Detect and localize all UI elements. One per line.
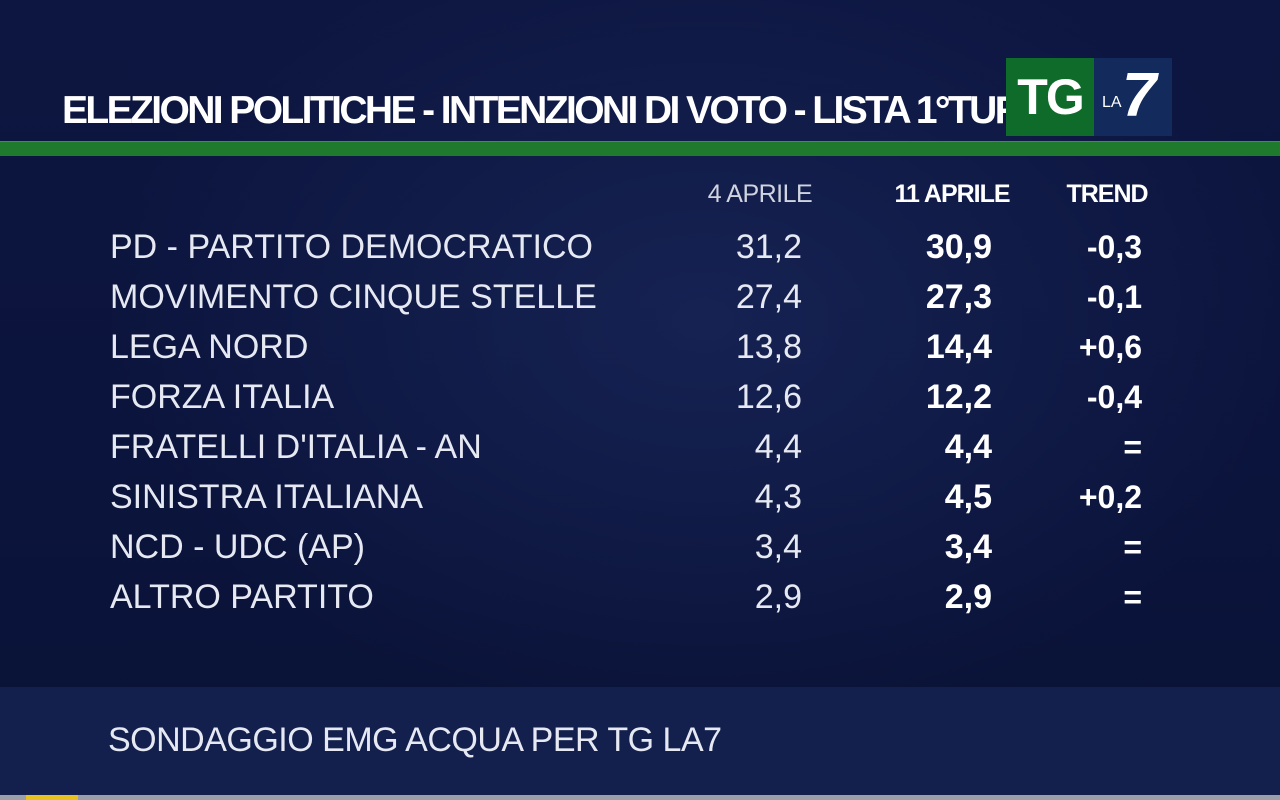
party-name: MOVIMENTO CINQUE STELLE	[110, 278, 597, 316]
value-date1: 2,9	[754, 578, 802, 616]
value-date1: 4,3	[754, 478, 802, 516]
party-name: SINISTRA ITALIANA	[110, 478, 424, 516]
column-header-trend: TREND	[1066, 180, 1148, 208]
trend-value: +0,6	[1078, 329, 1142, 365]
party-name: FORZA ITALIA	[110, 378, 335, 416]
party-name: NCD - UDC (AP)	[110, 528, 365, 566]
logo-seven-text: 7	[1122, 61, 1157, 130]
table-row: PD - PARTITO DEMOCRATICO 31,2 30,9 -0,3	[0, 222, 1280, 272]
poll-table: PD - PARTITO DEMOCRATICO 31,2 30,9 -0,3 …	[0, 222, 1280, 622]
trend-value: =	[1123, 429, 1142, 465]
party-name: ALTRO PARTITO	[110, 578, 374, 616]
table-row: NCD - UDC (AP) 3,4 3,4 =	[0, 522, 1280, 572]
source-caption: SONDAGGIO EMG ACQUA PER TG LA7	[108, 721, 722, 759]
logo-la-text: LA	[1102, 94, 1122, 111]
trend-value: +0,2	[1078, 479, 1142, 515]
table-row: FRATELLI D'ITALIA - AN 4,4 4,4 =	[0, 422, 1280, 472]
page-title: ELEZIONI POLITICHE - INTENZIONI DI VOTO …	[62, 89, 1017, 132]
trend-value: -0,4	[1086, 379, 1142, 415]
value-date1: 27,4	[735, 278, 802, 316]
value-date2: 2,9	[944, 578, 992, 616]
title-divider	[0, 141, 1280, 156]
trend-value: -0,1	[1086, 279, 1142, 315]
table-row: FORZA ITALIA 12,6 12,2 -0,4	[0, 372, 1280, 422]
value-date2: 27,3	[925, 278, 992, 316]
value-date2: 4,4	[944, 428, 992, 466]
table-row: ALTRO PARTITO 2,9 2,9 =	[0, 572, 1280, 622]
value-date1: 12,6	[735, 378, 802, 416]
table-row: MOVIMENTO CINQUE STELLE 27,4 27,3 -0,1	[0, 272, 1280, 322]
value-date1: 31,2	[735, 228, 802, 266]
party-name: LEGA NORD	[110, 328, 309, 366]
bottom-accent	[26, 795, 78, 800]
value-date2: 4,5	[944, 478, 992, 516]
party-name: FRATELLI D'ITALIA - AN	[110, 428, 482, 466]
value-date2: 30,9	[925, 228, 992, 266]
value-date1: 4,4	[754, 428, 802, 466]
party-name: PD - PARTITO DEMOCRATICO	[110, 228, 593, 266]
trend-value: =	[1123, 579, 1142, 615]
table-row: LEGA NORD 13,8 14,4 +0,6	[0, 322, 1280, 372]
column-header-date2: 11 APRILE	[894, 180, 1010, 208]
tg-la7-logo: TG LA 7	[1006, 58, 1172, 136]
value-date1: 3,4	[754, 528, 802, 566]
value-date2: 3,4	[944, 528, 992, 566]
trend-value: -0,3	[1086, 229, 1142, 265]
logo-tg: TG	[1006, 58, 1094, 136]
value-date2: 14,4	[925, 328, 992, 366]
logo-la7: LA 7	[1094, 58, 1172, 136]
column-header-date1: 4 APRILE	[707, 180, 813, 208]
value-date1: 13,8	[735, 328, 802, 366]
table-row: SINISTRA ITALIANA 4,3 4,5 +0,2	[0, 472, 1280, 522]
trend-value: =	[1123, 529, 1142, 565]
value-date2: 12,2	[925, 378, 992, 416]
footer-band	[0, 687, 1280, 795]
bottom-strip	[0, 795, 1280, 800]
